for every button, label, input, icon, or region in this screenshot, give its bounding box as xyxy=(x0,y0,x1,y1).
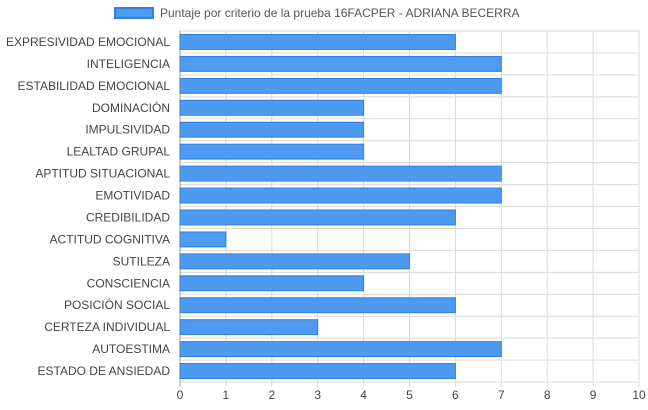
category-label: CONSCIENCIA xyxy=(87,276,170,290)
category-label: ACTITUD COGNITIVA xyxy=(50,232,170,246)
category-label: CERTEZA INDIVIDUAL xyxy=(44,320,170,334)
bar xyxy=(179,34,456,50)
bar xyxy=(179,187,502,204)
bar xyxy=(179,121,365,138)
bar xyxy=(179,297,456,314)
x-tick-label: 2 xyxy=(268,388,275,402)
category-label: ESTADO DE ANSIEDAD xyxy=(38,364,171,378)
category-label: LEALTAD GRUPAL xyxy=(67,145,171,159)
category-label: CREDIBILIDAD xyxy=(86,210,170,224)
category-label: IMPULSIVIDAD xyxy=(85,123,170,137)
bar xyxy=(179,209,456,226)
bar xyxy=(179,363,456,379)
x-tick-label: 4 xyxy=(360,388,367,402)
bar xyxy=(179,77,502,94)
bar xyxy=(179,55,502,72)
category-label: AUTOESTIMA xyxy=(92,342,170,356)
bar xyxy=(179,143,365,160)
x-tick-label: 5 xyxy=(406,388,413,402)
x-tick-label: 9 xyxy=(590,388,597,402)
bar xyxy=(179,275,365,292)
category-label: APTITUD SITUACIONAL xyxy=(35,167,170,181)
x-tick-label: 0 xyxy=(177,388,184,402)
x-tick-label: 1 xyxy=(223,388,230,402)
category-label: EXPRESIVIDAD EMOCIONAL xyxy=(6,35,170,49)
legend-swatch xyxy=(114,7,154,19)
category-label: DOMINACIÓN xyxy=(92,100,170,115)
x-tick-label: 7 xyxy=(498,388,505,402)
bar xyxy=(179,165,502,182)
bar xyxy=(179,341,502,358)
category-label: INTELIGENCIA xyxy=(87,57,170,71)
category-label: POSICIÓN SOCIAL xyxy=(64,297,170,312)
bar xyxy=(179,319,319,336)
x-tick-label: 3 xyxy=(314,388,321,402)
bars-layer xyxy=(179,34,502,379)
category-label: ESTABILIDAD EMOCIONAL xyxy=(18,79,171,93)
bar xyxy=(179,231,227,248)
bar xyxy=(179,99,365,116)
bar xyxy=(179,253,410,270)
x-tick-label: 8 xyxy=(544,388,551,402)
category-label: EMOTIVIDAD xyxy=(95,189,170,203)
x-tick-label: 10 xyxy=(632,388,646,402)
legend[interactable]: Puntaje por criterio de la prueba 16FACP… xyxy=(114,6,520,20)
legend-label: Puntaje por criterio de la prueba 16FACP… xyxy=(160,6,520,20)
x-tick-label: 6 xyxy=(452,388,459,402)
category-label: SUTILEZA xyxy=(113,254,170,268)
ticks-layer: 0 1 2 3 4 5 6 7 8 9 10 xyxy=(177,388,646,402)
labels-layer: EXPRESIVIDAD EMOCIONAL INTELIGENCIA ESTABI… xyxy=(6,35,170,378)
